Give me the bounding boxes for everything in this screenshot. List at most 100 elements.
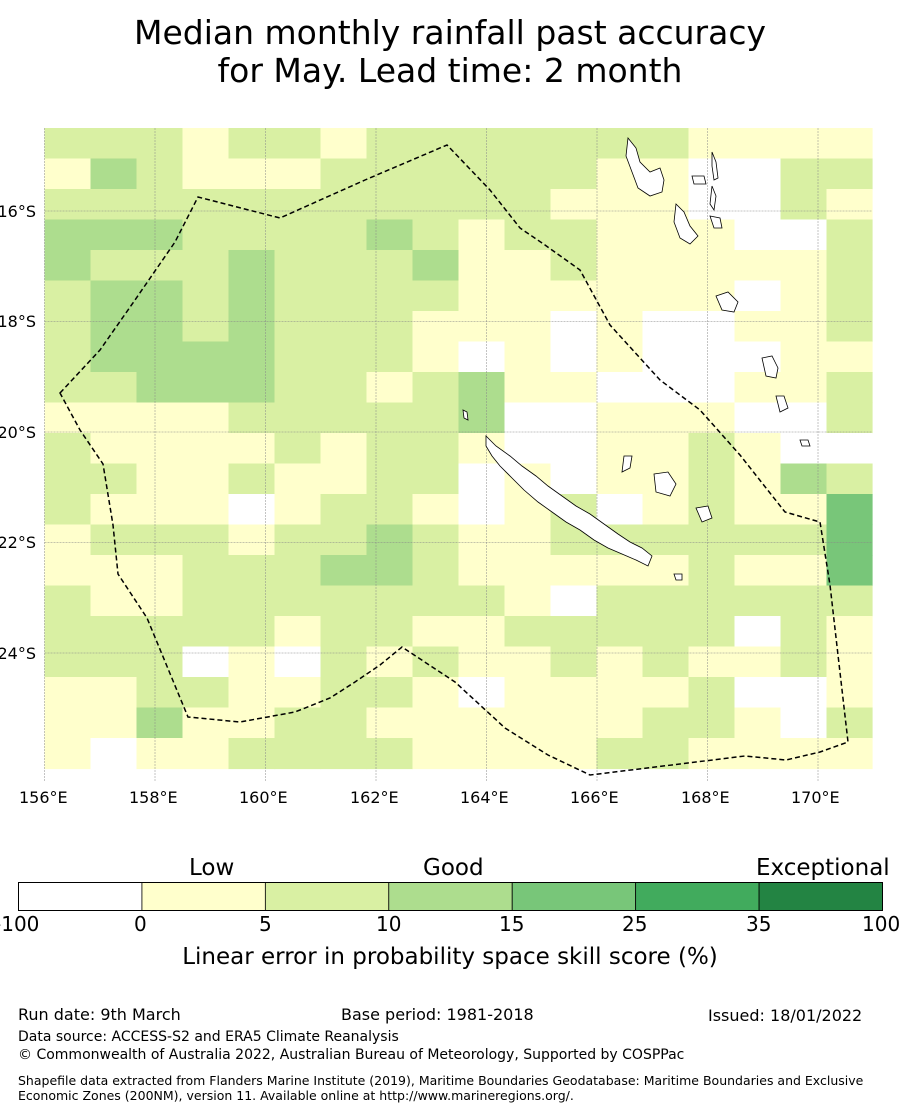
grid-cell — [688, 341, 736, 373]
grid-cell — [780, 219, 828, 251]
grid-cell — [688, 646, 736, 678]
base-period: Base period: 1981-2018 — [341, 1005, 534, 1024]
grid-cell — [504, 524, 552, 556]
lon-label-166e: 166°E — [570, 788, 619, 807]
grid-cell — [44, 677, 92, 709]
grid-cell — [90, 311, 138, 343]
grid-cell — [274, 524, 322, 556]
lat-label-18s: 18°S — [0, 312, 36, 331]
grid-cell — [44, 128, 92, 160]
grid-cell — [734, 494, 782, 526]
grid-cell — [550, 707, 598, 739]
grid-cell — [182, 189, 230, 221]
grid-cell — [228, 555, 276, 587]
grid-cell — [458, 463, 506, 495]
grid-cell — [90, 250, 138, 282]
grid-cell — [274, 189, 322, 221]
grid-cell — [412, 677, 460, 709]
grid-cell — [320, 677, 368, 709]
grid-cell — [734, 219, 782, 251]
grid-cell — [366, 341, 414, 373]
grid-cell — [458, 524, 506, 556]
grid-cell — [274, 341, 322, 373]
grid-cell — [688, 433, 736, 465]
lon-label-160e: 160°E — [239, 788, 288, 807]
grid-cell — [596, 433, 644, 465]
grid-cell — [182, 128, 230, 160]
grid-cell — [136, 707, 184, 739]
grid-cell — [90, 402, 138, 434]
grid-cell — [320, 372, 368, 404]
grid-cell — [550, 555, 598, 587]
grid-cell — [642, 494, 690, 526]
grid-cell — [44, 311, 92, 343]
grid-cell — [412, 738, 460, 770]
grid-cell — [596, 494, 644, 526]
grid-cell — [780, 311, 828, 343]
grid-cell — [504, 250, 552, 282]
vanuatu-aneityum — [799, 439, 811, 447]
grid-cell — [228, 677, 276, 709]
grid-cell — [320, 280, 368, 312]
grid-cell — [780, 738, 828, 770]
grid-cell — [274, 402, 322, 434]
grid-cell — [412, 250, 460, 282]
grid-cell — [688, 524, 736, 556]
grid-cell — [44, 738, 92, 770]
grid-cell — [320, 158, 368, 190]
grid-cell — [412, 128, 460, 160]
grid-cell — [412, 646, 460, 678]
grid-cell — [90, 341, 138, 373]
graticule — [44, 128, 872, 781]
grid-cell — [136, 616, 184, 648]
grid-cell — [412, 341, 460, 373]
colorbar-swatch — [758, 882, 883, 911]
vanuatu-malakula — [673, 203, 699, 245]
grid-cell — [182, 646, 230, 678]
grid-cell — [90, 280, 138, 312]
grid-cell — [182, 433, 230, 465]
grid-cell — [458, 707, 506, 739]
grid-cell — [504, 219, 552, 251]
title-line-2: for May. Lead time: 2 month — [217, 51, 683, 90]
grid-cell — [826, 585, 873, 617]
grid-cell — [596, 402, 644, 434]
grid-cell — [90, 707, 138, 739]
grid-cell — [780, 524, 828, 556]
grid-cell — [274, 372, 322, 404]
colorbar-swatch — [141, 882, 266, 911]
grid-cell — [734, 158, 782, 190]
grid-cell — [136, 311, 184, 343]
grid-cell — [734, 189, 782, 221]
grid-cell — [44, 616, 92, 648]
grid-cell — [182, 494, 230, 526]
grid-cell — [734, 433, 782, 465]
grid-cell — [320, 646, 368, 678]
grid-cell — [44, 158, 92, 190]
lon-label-164e: 164°E — [460, 788, 509, 807]
grid-cell — [44, 189, 92, 221]
isle-of-pines — [673, 573, 683, 581]
data-source: Data source: ACCESS-S2 and ERA5 Climate … — [18, 1029, 399, 1045]
colorbar-tick-15: 15 — [499, 912, 525, 936]
grid-cell — [734, 280, 782, 312]
grid-cell — [504, 341, 552, 373]
grid-cell — [688, 494, 736, 526]
grid-cell — [596, 219, 644, 251]
vanuatu-pentecost — [709, 185, 717, 212]
lat-label-16s: 16°S — [0, 202, 36, 221]
grid-cell — [90, 128, 138, 160]
grid-cell — [596, 616, 644, 648]
grid-cell — [90, 585, 138, 617]
grid-cell — [90, 372, 138, 404]
grid-cell — [366, 219, 414, 251]
grid-cell — [780, 616, 828, 648]
grid-cell — [274, 280, 322, 312]
grid-cell — [458, 372, 506, 404]
grid-cell — [504, 372, 552, 404]
grid-cell — [504, 646, 552, 678]
grid-cell — [826, 433, 873, 465]
grid-cell — [458, 219, 506, 251]
grid-cell — [826, 311, 873, 343]
vanuatu-erromango — [761, 355, 779, 379]
